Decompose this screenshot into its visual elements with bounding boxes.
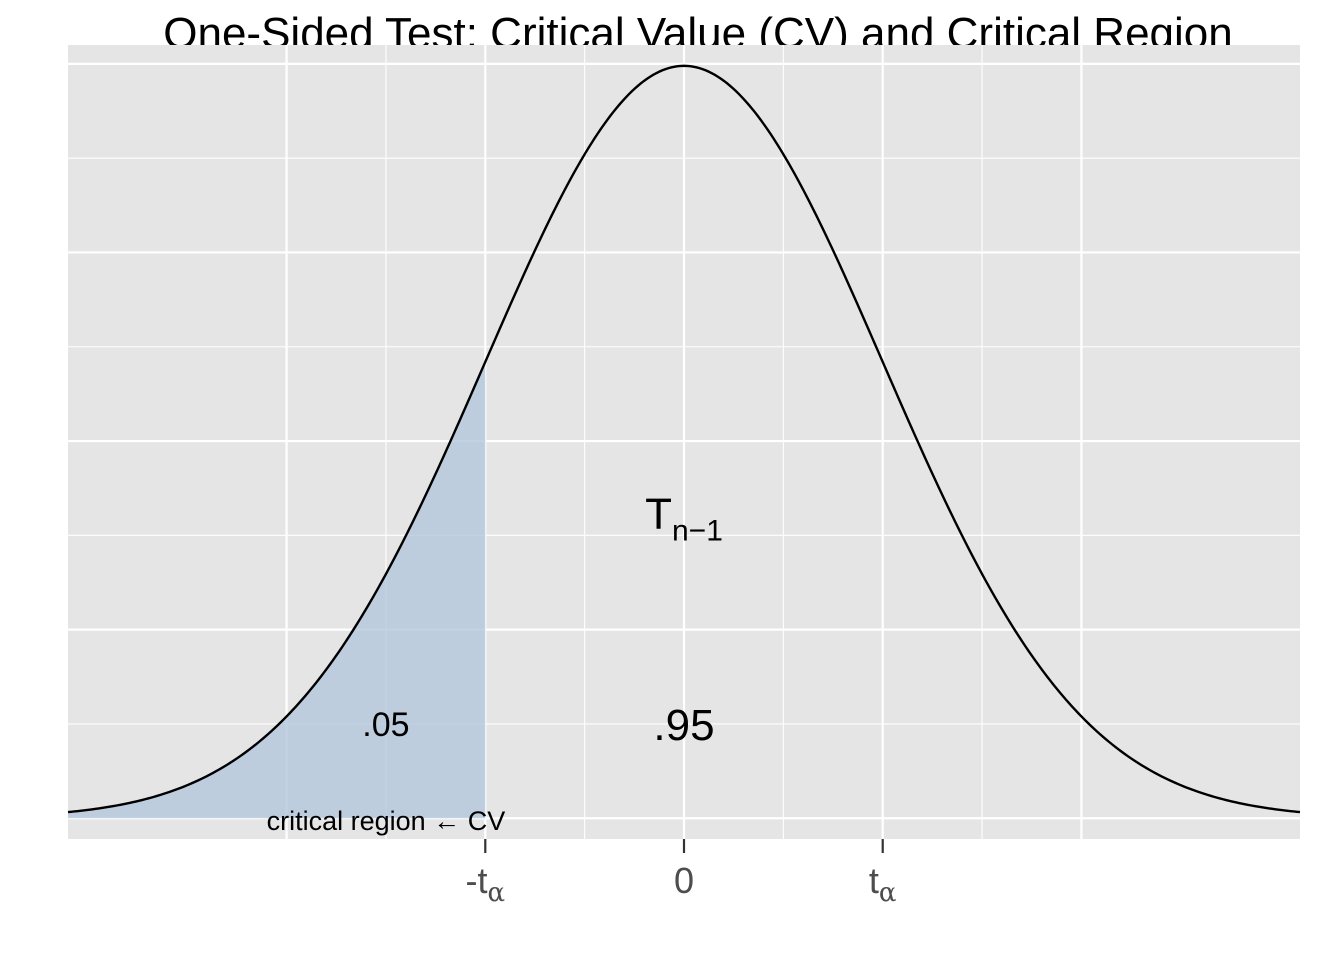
critical-region-label: critical region ← CV	[267, 806, 506, 836]
x-tick-label: tα	[869, 860, 897, 908]
distribution-label: Tn−1	[645, 489, 723, 547]
x-tick-label: 0	[674, 860, 694, 901]
critical-region-area	[68, 361, 486, 819]
grid-lines	[68, 45, 1300, 839]
x-axis: -tα 0 tα	[466, 839, 897, 908]
center-probability-label: .95	[653, 701, 714, 750]
x-tick-label: -tα	[466, 860, 506, 908]
tail-probability-label: .05	[362, 706, 409, 744]
density-curve	[67, 64, 1301, 814]
annotations: Tn−1 .05 .95 critical region ← CV	[267, 489, 723, 836]
